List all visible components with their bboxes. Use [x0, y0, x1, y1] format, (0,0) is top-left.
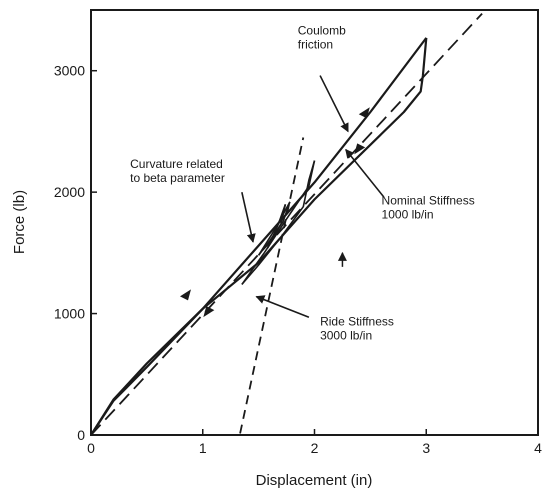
annotation-nominal-stiffness-leader: [345, 148, 385, 198]
y-tick-label: 3000: [54, 63, 85, 79]
loop-1-lower-branch: [91, 37, 428, 435]
annotation-layer: Coulomb friction Curvature related to beta …: [130, 23, 475, 342]
annotation-ride-stiffness-leader: [255, 295, 310, 318]
annotation-coulomb-friction: Coulomb friction: [298, 23, 346, 51]
x-tick-label: 0: [87, 440, 95, 456]
curves-layer: [91, 12, 483, 435]
reference-line-nominal-stiffness: [91, 12, 483, 435]
flow-arrow-3: [358, 107, 370, 119]
y-axis-title: Force (lb): [11, 190, 28, 254]
y-tick-label: 2000: [54, 184, 85, 200]
loop-4-lower-branch: [266, 204, 287, 249]
x-axis-title: Displacement (in): [256, 472, 373, 489]
annotation-nominal-stiffness: Nominal Stiffness 1000 lb/in: [382, 193, 475, 221]
plot-area-frame: [90, 9, 539, 436]
x-tick-label: 1: [199, 440, 207, 456]
flow-arrow-1: [179, 289, 191, 301]
loop-2-lower-branch: [241, 160, 316, 285]
annotation-curvature-leader: [241, 191, 256, 243]
loop-1-upper-branch: [91, 37, 428, 435]
flow-arrow-4: [354, 143, 366, 155]
annotation-coulomb-friction-leader: [319, 75, 349, 133]
y-tick-label: 1000: [54, 306, 85, 322]
x-tick-label: 3: [422, 440, 430, 456]
flow-arrow-2: [203, 306, 215, 318]
loop-2-upper-branch: [241, 160, 316, 285]
reference-line-ride-stiffness: [238, 137, 305, 435]
y-tick-label: 0: [77, 427, 85, 443]
ticks-layer: 0 1 2 3 4 0 1000 2000 3000: [54, 63, 542, 456]
annotation-ride-stiffness: Ride Stiffness 3000 lb/in: [320, 315, 394, 343]
loop-3-upper-branch: [257, 201, 291, 256]
x-tick-label: 4: [534, 440, 542, 456]
annotation-curvature: Curvature related to beta parameter: [130, 157, 225, 185]
x-tick-label: 2: [311, 440, 319, 456]
